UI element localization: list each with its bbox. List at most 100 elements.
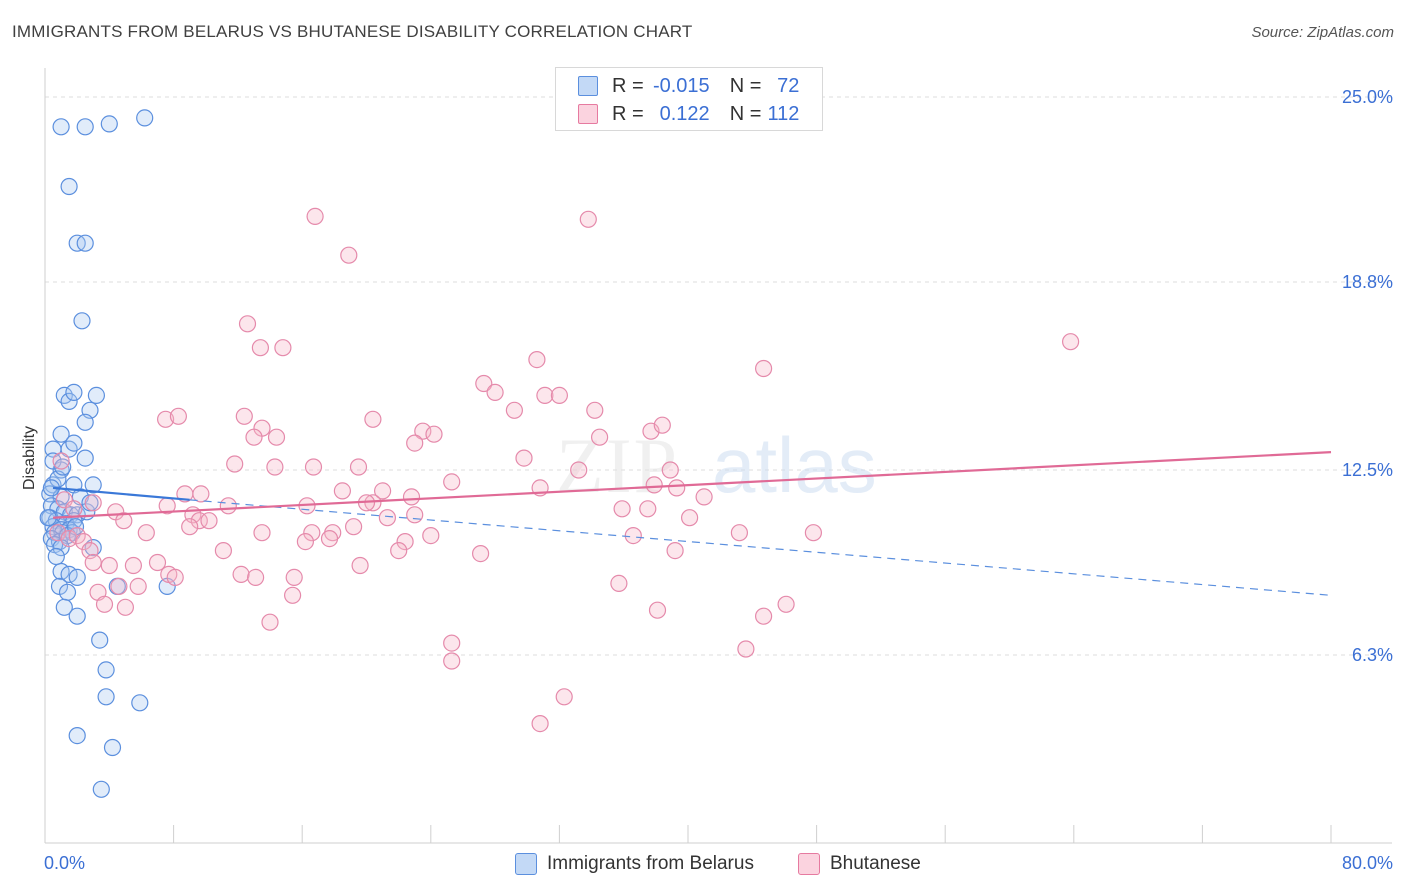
belarus-point-54 bbox=[55, 598, 73, 616]
legend-n-value-belarus: 72 bbox=[777, 74, 800, 97]
bhutanese-point-69 bbox=[253, 524, 271, 542]
bhutanese-point-35 bbox=[661, 461, 679, 479]
belarus-point-62 bbox=[92, 780, 110, 798]
bhutanese-point-58 bbox=[200, 512, 218, 530]
bhutanese-point-56 bbox=[115, 512, 133, 530]
bhutanese-point-5 bbox=[251, 339, 269, 357]
bottom-legend-swatch-bhutanese bbox=[798, 853, 820, 875]
bhutanese-point-97 bbox=[110, 577, 128, 596]
bhutanese-point-107 bbox=[443, 634, 461, 652]
bhutanese-point-12 bbox=[536, 386, 554, 404]
belarus-point-10 bbox=[65, 383, 83, 401]
tick-labels: 6.3% 12.5% 18.8% 25.0% 0.0% 80.0% bbox=[44, 87, 1393, 873]
y-tick-label-1: 12.5% bbox=[1342, 460, 1393, 480]
belarus-point-58 bbox=[97, 688, 115, 706]
bhutanese-point-98 bbox=[129, 577, 147, 596]
bhutanese-point-25 bbox=[406, 434, 424, 452]
bhutanese-point-100 bbox=[610, 574, 628, 593]
bhutanese-point-11 bbox=[486, 383, 504, 401]
belarus-point-3 bbox=[136, 109, 154, 127]
x-tick-label-0: 0.0% bbox=[44, 853, 85, 873]
bhutanese-point-88 bbox=[124, 556, 142, 575]
trend-belarus-dashed bbox=[189, 499, 1332, 596]
bhutanese-point-92 bbox=[166, 568, 184, 587]
belarus-point-14 bbox=[76, 413, 94, 431]
bhutanese-point-102 bbox=[116, 598, 135, 616]
y-tick-label-3: 25.0% bbox=[1342, 87, 1393, 107]
bhutanese-point-1 bbox=[579, 210, 597, 228]
bhutanese-point-110 bbox=[555, 688, 573, 706]
bhutanese-point-21 bbox=[245, 428, 263, 446]
legend-r-label: R = bbox=[612, 74, 644, 97]
belarus-point-6 bbox=[76, 234, 94, 252]
watermark-atlas: atlas bbox=[712, 421, 877, 509]
trend-bhutanese-solid bbox=[52, 450, 1332, 519]
trend-belarus-solid bbox=[52, 486, 190, 501]
bhutanese-point-87 bbox=[100, 556, 118, 575]
belarus-point-17 bbox=[65, 434, 83, 452]
bhutanese-point-74 bbox=[624, 526, 642, 545]
bhutanese-point-68 bbox=[181, 518, 199, 536]
bhutanese-point-22 bbox=[267, 428, 286, 446]
bhutanese-point-42 bbox=[192, 485, 210, 503]
bhutanese-point-78 bbox=[137, 524, 155, 542]
belarus-point-71 bbox=[47, 547, 65, 566]
bhutanese-point-79 bbox=[214, 541, 232, 560]
belarus-point-49 bbox=[68, 568, 86, 587]
bhutanese-point-44 bbox=[374, 482, 392, 500]
bhutanese-point-6 bbox=[274, 339, 292, 357]
bhutanese-point-76 bbox=[804, 524, 823, 542]
bhutanese-point-40 bbox=[84, 494, 102, 512]
bottom-legend-bhutanese: Bhutanese bbox=[798, 852, 921, 876]
bhutanese-point-36 bbox=[443, 473, 461, 491]
chart-title: IMMIGRANTS FROM BELARUS VS BHUTANESE DIS… bbox=[12, 22, 693, 41]
y-axis-label: Disability bbox=[21, 426, 38, 490]
belarus-point-46 bbox=[84, 538, 102, 557]
belarus-point-4 bbox=[60, 177, 78, 196]
grid-lines bbox=[45, 96, 1392, 656]
legend-n-label: N = bbox=[729, 102, 762, 125]
bhutanese-point-67 bbox=[74, 532, 93, 551]
bhutanese-point-17 bbox=[169, 407, 187, 425]
axes bbox=[44, 68, 1392, 844]
legend-r-value-bhutanese: 0.122 bbox=[659, 102, 710, 125]
bhutanese-point-89 bbox=[148, 553, 167, 572]
bhutanese-point-84 bbox=[472, 544, 490, 563]
bhutanese-point-57 bbox=[190, 512, 208, 530]
bhutanese-point-85 bbox=[666, 541, 684, 560]
belarus-point-51 bbox=[58, 583, 77, 601]
belarus-point-57 bbox=[97, 661, 115, 679]
bhutanese-point-43 bbox=[333, 482, 351, 500]
bhutanese-point-45 bbox=[402, 488, 421, 506]
bhutanese-point-101 bbox=[95, 595, 114, 613]
bhutanese-point-66 bbox=[68, 526, 86, 545]
belarus-point-55 bbox=[68, 607, 86, 625]
bhutanese-point-10 bbox=[475, 374, 493, 393]
legend-r-value-belarus: -0.015 bbox=[652, 74, 710, 97]
bhutanese-point-83 bbox=[390, 541, 408, 560]
bhutanese-point-95 bbox=[285, 568, 303, 587]
bhutanese-point-4 bbox=[238, 315, 257, 333]
legend-swatch-bhutanese bbox=[578, 104, 598, 124]
belarus-point-2 bbox=[100, 115, 118, 133]
bhutanese-point-73 bbox=[422, 526, 440, 545]
bhutanese-point-54 bbox=[695, 488, 713, 506]
bhutanese-point-81 bbox=[320, 529, 339, 548]
bhutanese-point-26 bbox=[590, 428, 609, 446]
bhutanese-point-15 bbox=[586, 401, 604, 419]
belarus-point-11 bbox=[87, 386, 106, 404]
bhutanese-point-24 bbox=[425, 425, 443, 443]
y-tick-label-0: 6.3% bbox=[1352, 645, 1393, 665]
bhutanese-point-33 bbox=[349, 458, 368, 476]
legend-row-bhutanese: R = 0.122 N = 112 bbox=[578, 101, 799, 127]
bhutanese-point-52 bbox=[613, 500, 631, 518]
source-credit: Source: ZipAtlas.com bbox=[1251, 24, 1394, 41]
bhutanese-point-93 bbox=[232, 565, 250, 584]
bhutanese-point-111 bbox=[531, 714, 549, 733]
bhutanese-point-86 bbox=[84, 553, 102, 572]
bhutanese-point-63 bbox=[65, 500, 83, 518]
bottom-legend-swatch-belarus bbox=[515, 853, 537, 875]
legend-n-label: N = bbox=[729, 74, 762, 97]
bottom-legend-belarus: Immigrants from Belarus bbox=[515, 852, 754, 876]
